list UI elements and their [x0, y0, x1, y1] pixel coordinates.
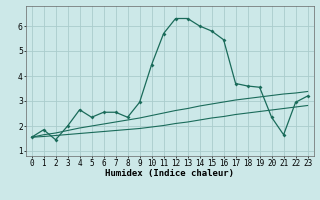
X-axis label: Humidex (Indice chaleur): Humidex (Indice chaleur) — [105, 169, 234, 178]
